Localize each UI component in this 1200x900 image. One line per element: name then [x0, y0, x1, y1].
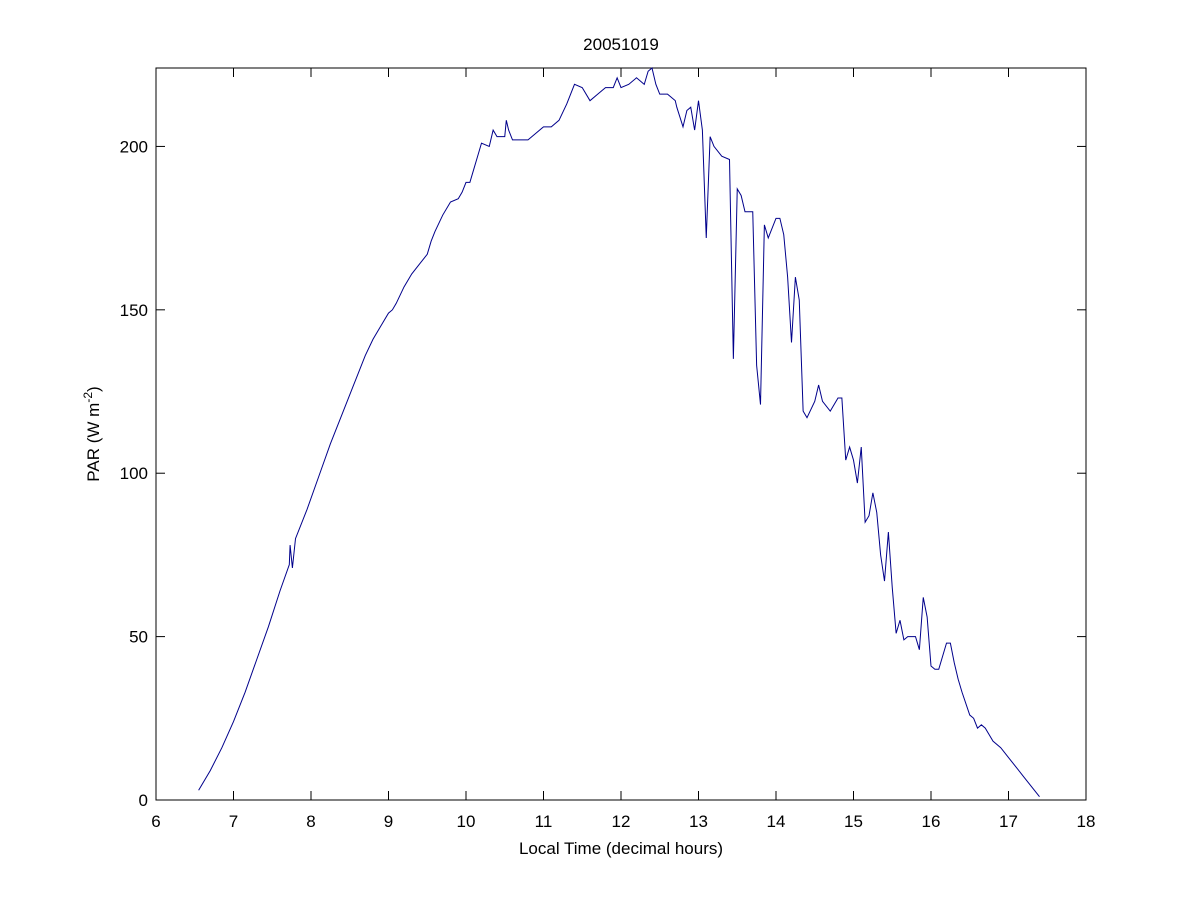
x-tick-label: 17 [999, 812, 1018, 831]
x-tick-label: 9 [384, 812, 393, 831]
y-tick-label: 0 [139, 791, 148, 810]
x-tick-label: 14 [767, 812, 786, 831]
x-tick-label: 18 [1077, 812, 1096, 831]
x-tick-label: 7 [229, 812, 238, 831]
x-axis-label: Local Time (decimal hours) [519, 839, 723, 858]
x-tick-label: 11 [535, 812, 553, 831]
x-tick-label: 6 [151, 812, 160, 831]
axis-ticks [155, 68, 1087, 801]
y-axis-label-main: PAR (W m [84, 403, 103, 482]
x-tick-label: 10 [457, 812, 476, 831]
y-axis-label: PAR (W m-2) [81, 386, 103, 481]
y-tick-label: 150 [120, 301, 148, 320]
y-axis-label-superscript: -2 [81, 392, 95, 403]
x-tick-label: 13 [689, 812, 708, 831]
y-tick-label: 200 [120, 137, 148, 156]
x-tick-label: 16 [922, 812, 941, 831]
y-axis-label-close: ) [84, 386, 103, 392]
series-line-par [198, 67, 1040, 798]
x-tick-label: 12 [612, 812, 631, 831]
y-tick-label: 100 [120, 464, 148, 483]
plot-area-frame [155, 67, 1087, 801]
x-tick-labels: 6 7 8 9 10 11 12 13 14 15 16 17 18 [151, 812, 1095, 831]
x-tick-label: 8 [306, 812, 315, 831]
chart-title: 20051019 [583, 35, 659, 54]
y-tick-labels: 0 50 100 150 200 [120, 137, 148, 810]
x-tick-label: 15 [844, 812, 863, 831]
y-tick-label: 50 [129, 628, 148, 647]
